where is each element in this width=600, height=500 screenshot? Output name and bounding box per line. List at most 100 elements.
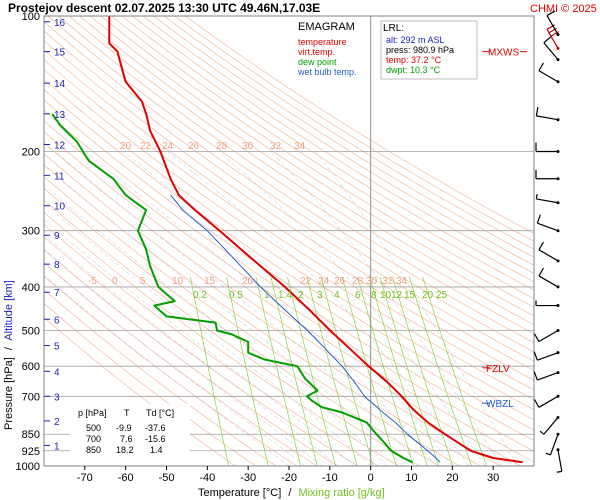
adiabat-label: -5 [88,276,97,287]
table-row-3-p: 850 [86,445,101,455]
wind-barb-flag [533,399,540,408]
mixing-ratio-line [422,276,487,466]
dry-adiabat [100,16,534,300]
adiabat-label: 20 [120,141,132,152]
table-row-1-t: -9.9 [116,423,132,433]
adiabat-label: 20 [242,276,254,287]
series-line-1 [51,113,414,464]
lrl-frame [380,20,478,80]
pressure-tick-label: 400 [22,282,40,294]
mixing-ratio-label: 15 [404,290,416,301]
temperature-tick-label: -30 [240,472,256,484]
table-row-2-td: -15.6 [145,434,166,444]
wind-barb-dot [556,201,560,205]
dry-adiabat [90,16,534,308]
temperature-tick-label: 30 [487,472,499,484]
dry-adiabat [44,59,534,391]
adiabat-label: 15 [204,276,216,287]
wind-barb-dot [556,229,560,233]
pressure-axis: 100 200 300 400 500 600 700 850 925 1000 [16,11,40,473]
adiabat-label: 22 [300,276,312,287]
altitude-tick-label: 7 [54,288,60,299]
mixing-ratio-line [190,276,229,466]
table-header-t: T [124,408,130,418]
mixing-ratio-label: 2 [298,290,304,301]
adiabat-label: 24 [318,276,330,287]
mixing-ratio-line [408,276,472,466]
wind-barb-dot [556,33,560,37]
altitude-tick-label: 2 [54,417,60,428]
wind-barb-flag [533,371,538,381]
wind-barb-flag [545,452,551,456]
wind-barb-staff [549,434,559,456]
lrl-pressure: press: 980.9 hPa [386,45,454,55]
wind-barb-staff [537,352,559,361]
mixing-ratio-line [287,276,336,466]
wind-barb-dot [556,177,560,181]
mixing-ratio-line [392,276,454,466]
mixing-ratio-labels: 0.2 0.5 1 1.4 2 3 4 6 8 10 12 15 20 25 [193,290,448,301]
temperature-tick-label: 10 [405,472,417,484]
wind-barb-dot [556,118,560,122]
wind-barb-dot [556,351,560,355]
mixing-ratio-line [255,276,302,466]
legend-wet-bulb: wet bulb temp. [297,67,357,77]
x-axis-separator: / [288,487,292,499]
wind-barb-staff [538,275,559,288]
mixing-ratio-label: 6 [355,290,361,301]
adiabat-label: 30 [366,276,378,287]
altitude-tick-label: 4 [54,367,60,378]
wind-barb-dot [556,448,560,452]
dry-adiabat [44,49,534,381]
altitude-tick-label: 13 [54,110,66,121]
wind-barb-flag [533,351,538,361]
altitude-tick-label: 9 [54,231,60,242]
dry-adiabat [44,40,534,372]
wind-barb-staff [538,330,559,343]
adiabat-label: 28 [216,141,228,152]
pressure-gridlines [44,16,534,466]
adiabat-label: 32 [382,276,394,287]
wind-barb-dot [556,304,560,308]
lrl-dewpoint: dwpt: 10.3 °C [386,65,441,75]
wind-barb-staff [543,42,559,60]
mixing-ratio-line [306,276,358,466]
mixing-ratio-label: 10 [380,290,392,301]
mixing-ratio-label: 0.2 [193,290,207,301]
wind-barb-staff [538,249,559,262]
lrl-title: LRL: [383,23,404,34]
mixing-ratio-line [379,276,439,466]
adiabat-label: 28 [352,276,364,287]
adiabat-label: 24 [162,141,174,152]
x-axis-mixing-label: Mixing ratio [g/kg] [298,487,384,499]
dry-adiabat [111,16,534,291]
wind-barb-flag [556,470,562,473]
wind-barb-staff [538,70,559,83]
mixing-ratio-label: 4 [334,290,340,301]
dry-adiabat [44,30,534,362]
temperature-tick-label: -70 [77,472,93,484]
summary-table: p [hPa] T Td [°C] 500 -9.9 -37.6 700 7.6… [70,404,190,456]
chart-title: Prostejov descent 02.07.2025 13:30 UTC 4… [8,1,320,15]
moist-adiabat [44,219,355,466]
wind-barb-staff [536,115,559,121]
mixing-ratio-label: 1.4 [278,290,292,301]
mixing-ratio-label: 20 [422,290,434,301]
altitude-tick-label: 15 [54,48,66,59]
wind-barb-staff [557,449,563,472]
altitude-tick-label: 5 [54,342,60,353]
pressure-tick-label: 500 [22,326,40,338]
wind-barb-dot [556,80,560,84]
series-line-0 [108,16,523,464]
adiabat-label: 22 [140,141,152,152]
wind-barb-dot [556,394,560,398]
temperature-tick-label: -40 [199,472,215,484]
altitude-tick-label: 10 [54,202,66,213]
legend-dew-point: dew point [298,57,337,67]
lrl-box: LRL: alt: 292 m ASL press: 980.9 hPa tem… [380,20,478,80]
adiabat-label: 10 [172,276,184,287]
y-axis-pressure-label: Pressure [hPa] [3,357,15,430]
level-marker-label: MXWS [488,48,519,59]
adiabat-label: 34 [294,141,306,152]
mixing-ratio-label: 0.5 [229,290,243,301]
